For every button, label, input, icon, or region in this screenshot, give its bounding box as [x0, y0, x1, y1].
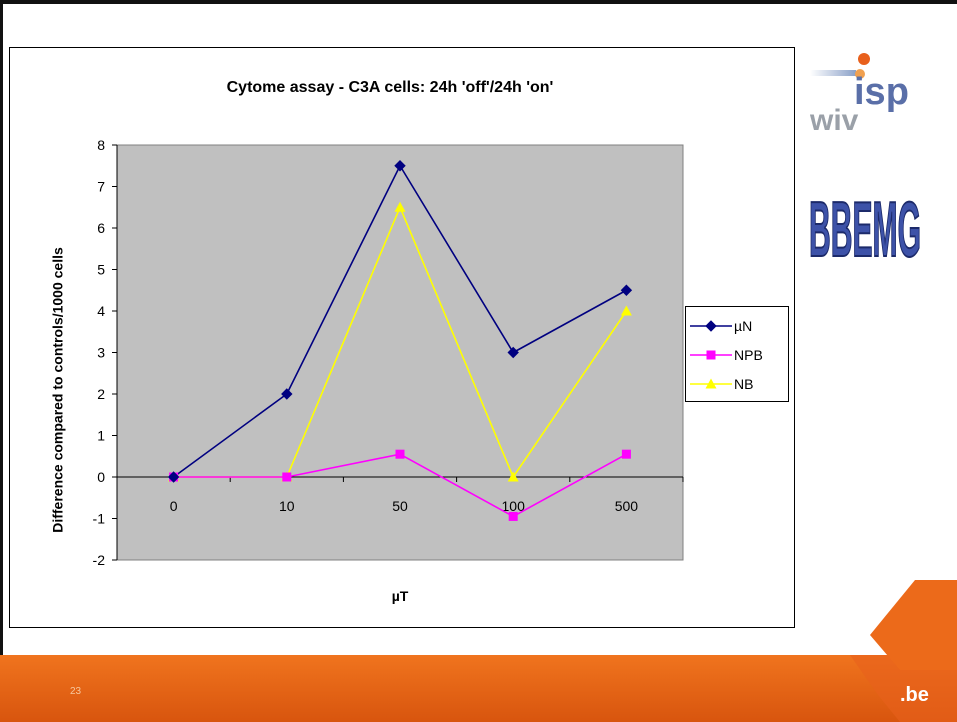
legend-swatch-marker: [706, 350, 716, 359]
legend-item: µN: [686, 311, 788, 340]
data-point-µN: [620, 284, 633, 296]
bbemg-logo: BBEMG: [808, 184, 922, 274]
legend-swatch-marker: [705, 319, 717, 332]
x-tick-label: 0: [170, 498, 178, 514]
legend-swatch: [690, 378, 732, 388]
legend-swatch-marker: [705, 378, 717, 388]
data-point-µN: [507, 346, 519, 359]
x-tick-label: 100: [502, 498, 526, 514]
footer-band: [0, 655, 957, 722]
chart-title: Cytome assay - C3A cells: 24h 'off'/24h …: [226, 79, 554, 96]
logo-dot-light: [855, 69, 865, 79]
be-logo-text: .be: [900, 684, 929, 706]
data-point-NPB: [508, 511, 518, 521]
legend-label: NB: [734, 375, 754, 392]
logo-streak: [810, 70, 856, 76]
x-tick-label: 50: [392, 498, 408, 514]
legend-label: µN: [734, 317, 753, 334]
y-tick-label: 3: [97, 345, 105, 361]
y-tick-label: -2: [93, 552, 106, 568]
data-point-NPB: [282, 472, 292, 482]
y-tick-label: 2: [97, 386, 105, 402]
data-point-NPB: [395, 449, 405, 459]
plot-area: [116, 144, 684, 561]
y-tick-label: -1: [93, 511, 106, 527]
footer-hexagon-accent: [870, 580, 957, 670]
y-tick-label: 4: [97, 303, 105, 319]
data-point-µN: [394, 160, 406, 172]
x-tick-label: 10: [279, 498, 295, 514]
slide-left-border: [0, 0, 3, 655]
data-point-NB: [620, 305, 632, 316]
isp-wiv-logo: isp wiv: [810, 53, 909, 135]
y-tick-label: 0: [97, 469, 105, 485]
legend-swatch: [690, 350, 732, 359]
logo-wiv-text: wiv: [810, 104, 859, 135]
data-point-µN: [167, 471, 180, 483]
y-tick-label: 5: [97, 262, 105, 278]
data-point-NB: [507, 471, 519, 482]
chart-legend: µN NPB NB: [685, 306, 789, 402]
data-point-µN: [281, 388, 293, 400]
logo-isp-text: isp: [854, 71, 909, 113]
data-point-NB: [394, 201, 406, 212]
logo-dot-orange: [858, 53, 870, 65]
legend-item: NB: [686, 369, 788, 398]
page-number: 23: [70, 686, 82, 697]
x-axis-label: µT: [391, 588, 409, 604]
legend-label: NPB: [734, 346, 763, 363]
legend-item: NPB: [686, 340, 788, 369]
x-tick-label: 500: [615, 498, 639, 514]
logo-bbemg-text: BBEMG: [809, 185, 921, 273]
data-point-NPB: [621, 449, 631, 459]
slide-top-border: [0, 0, 957, 4]
y-tick-label: 8: [97, 137, 105, 153]
y-tick-label: 1: [97, 428, 105, 444]
y-tick-label: 6: [97, 220, 105, 236]
legend-swatch: [690, 319, 732, 332]
y-tick-label: 7: [97, 179, 105, 195]
